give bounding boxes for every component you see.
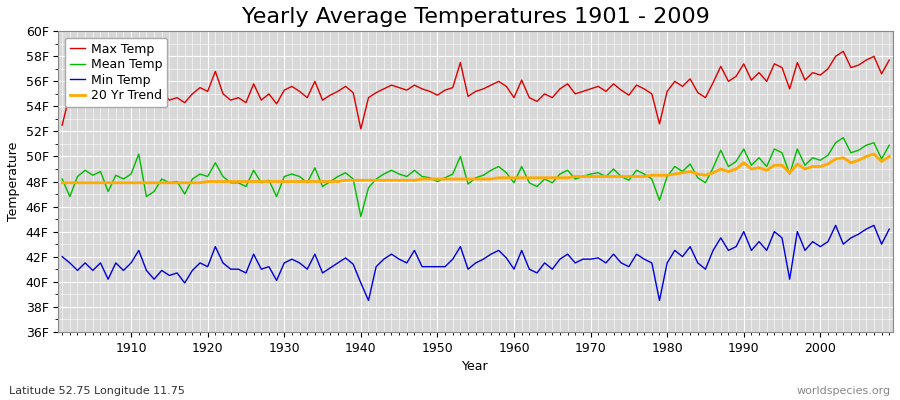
Min Temp <box>57 254 68 259</box>
20 Yr Trend <box>118 180 129 185</box>
Min Temp <box>118 268 129 273</box>
20 Yr Trend <box>501 175 512 180</box>
Mean Temp <box>332 174 343 179</box>
Line: Max Temp: Max Temp <box>62 51 889 129</box>
20 Yr Trend <box>57 180 68 185</box>
Line: 20 Yr Trend: 20 Yr Trend <box>62 154 889 183</box>
Min Temp <box>830 223 841 228</box>
Min Temp <box>286 257 297 262</box>
Title: Yearly Average Temperatures 1901 - 2009: Yearly Average Temperatures 1901 - 2009 <box>242 7 709 27</box>
Max Temp <box>356 126 366 131</box>
Min Temp <box>363 298 374 303</box>
Min Temp <box>517 248 527 253</box>
Max Temp <box>838 49 849 54</box>
Max Temp <box>884 58 895 62</box>
Max Temp <box>57 123 68 128</box>
20 Yr Trend <box>600 174 611 179</box>
Mean Temp <box>608 167 619 172</box>
Mean Temp <box>286 172 297 176</box>
Line: Min Temp: Min Temp <box>62 225 889 300</box>
Text: worldspecies.org: worldspecies.org <box>796 386 891 396</box>
20 Yr Trend <box>884 154 895 159</box>
20 Yr Trend <box>868 152 879 156</box>
Min Temp <box>332 260 343 265</box>
Mean Temp <box>508 180 519 185</box>
20 Yr Trend <box>286 179 297 184</box>
Mean Temp <box>517 164 527 169</box>
Y-axis label: Temperature: Temperature <box>7 142 20 221</box>
Max Temp <box>118 92 129 96</box>
Max Temp <box>508 95 519 100</box>
Max Temp <box>608 82 619 86</box>
Max Temp <box>517 78 527 82</box>
Min Temp <box>508 267 519 272</box>
Max Temp <box>286 84 297 89</box>
Min Temp <box>608 252 619 256</box>
Mean Temp <box>884 143 895 148</box>
Max Temp <box>332 89 343 94</box>
Mean Temp <box>57 177 68 182</box>
Text: Latitude 52.75 Longitude 11.75: Latitude 52.75 Longitude 11.75 <box>9 386 184 396</box>
X-axis label: Year: Year <box>463 360 489 373</box>
Legend: Max Temp, Mean Temp, Min Temp, 20 Yr Trend: Max Temp, Mean Temp, Min Temp, 20 Yr Tre… <box>65 38 167 107</box>
Mean Temp <box>356 214 366 219</box>
Min Temp <box>884 227 895 232</box>
Line: Mean Temp: Mean Temp <box>62 138 889 216</box>
20 Yr Trend <box>508 175 519 180</box>
Mean Temp <box>838 135 849 140</box>
20 Yr Trend <box>332 179 343 184</box>
Mean Temp <box>118 177 129 182</box>
